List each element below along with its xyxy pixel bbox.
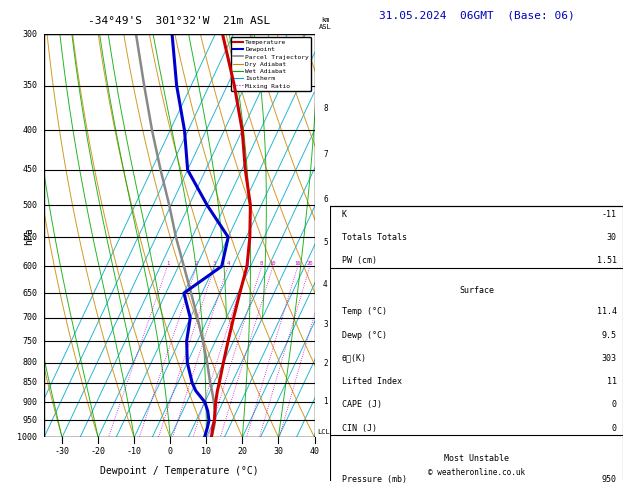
Text: 550: 550 — [22, 233, 37, 242]
Text: Pressure (mb): Pressure (mb) — [342, 475, 407, 484]
Text: 1.51: 1.51 — [597, 256, 617, 265]
Text: kt: kt — [348, 47, 358, 56]
Text: 16: 16 — [294, 261, 301, 266]
Text: 700: 700 — [22, 313, 37, 322]
Text: -30: -30 — [55, 448, 70, 456]
Text: -20: -20 — [91, 448, 106, 456]
Text: 1: 1 — [323, 397, 328, 406]
Text: 6: 6 — [323, 194, 328, 204]
Text: 350: 350 — [22, 81, 37, 90]
Legend: Temperature, Dewpoint, Parcel Trajectory, Dry Adiabat, Wet Adiabat, Isotherm, Mi: Temperature, Dewpoint, Parcel Trajectory… — [231, 37, 311, 91]
Text: km
ASL: km ASL — [319, 17, 331, 30]
Text: 2: 2 — [195, 261, 198, 266]
Text: 20: 20 — [237, 448, 247, 456]
Text: PW (cm): PW (cm) — [342, 256, 377, 265]
Text: 10: 10 — [270, 261, 276, 266]
Text: LCL: LCL — [317, 429, 330, 435]
Text: 8: 8 — [323, 104, 328, 113]
Text: K: K — [342, 209, 347, 219]
Text: -11: -11 — [602, 209, 617, 219]
Text: 600: 600 — [22, 262, 37, 271]
Text: 1: 1 — [166, 261, 169, 266]
Text: 4: 4 — [226, 261, 230, 266]
Text: 750: 750 — [22, 336, 37, 346]
Text: 950: 950 — [22, 416, 37, 425]
Text: 650: 650 — [22, 289, 37, 297]
Text: -10: -10 — [126, 448, 142, 456]
Text: 5: 5 — [323, 238, 328, 247]
Text: 500: 500 — [22, 201, 37, 209]
Text: CIN (J): CIN (J) — [342, 424, 377, 433]
Text: 2: 2 — [323, 359, 328, 368]
Text: 300: 300 — [22, 30, 37, 38]
Text: 303: 303 — [602, 354, 617, 363]
Text: CAPE (J): CAPE (J) — [342, 400, 382, 409]
Text: 10: 10 — [382, 83, 389, 87]
Text: 8: 8 — [260, 261, 264, 266]
Text: 9.5: 9.5 — [602, 330, 617, 340]
Text: 3: 3 — [213, 261, 216, 266]
Text: Temp (°C): Temp (°C) — [342, 307, 387, 316]
Text: 800: 800 — [22, 358, 37, 367]
Text: -34°49'S  301°32'W  21m ASL: -34°49'S 301°32'W 21m ASL — [88, 16, 270, 26]
Text: Most Unstable: Most Unstable — [444, 454, 509, 463]
Text: 900: 900 — [22, 398, 37, 407]
Text: 4: 4 — [323, 279, 328, 289]
Text: 6: 6 — [246, 261, 249, 266]
Text: 5: 5 — [364, 99, 367, 104]
Text: 400: 400 — [22, 126, 37, 135]
Text: hPa: hPa — [24, 227, 34, 244]
Text: 30: 30 — [274, 448, 284, 456]
Text: Lifted Index: Lifted Index — [342, 377, 402, 386]
Text: 1000: 1000 — [17, 433, 37, 442]
Text: θᴇ(K): θᴇ(K) — [342, 354, 367, 363]
Text: 40: 40 — [309, 448, 320, 456]
Text: Mixing Ratio (g/kg): Mixing Ratio (g/kg) — [355, 195, 361, 276]
Text: 10: 10 — [201, 448, 211, 456]
Text: 3: 3 — [323, 320, 328, 329]
Text: Totals Totals: Totals Totals — [342, 233, 407, 242]
Text: 0: 0 — [168, 448, 173, 456]
Text: © weatheronline.co.uk: © weatheronline.co.uk — [428, 468, 525, 477]
Text: 3: 3 — [387, 121, 390, 126]
Text: 11: 11 — [607, 377, 617, 386]
Text: 0: 0 — [612, 400, 617, 409]
Text: 30: 30 — [607, 233, 617, 242]
Text: 31.05.2024  06GMT  (Base: 06): 31.05.2024 06GMT (Base: 06) — [379, 11, 574, 20]
Text: Dewp (°C): Dewp (°C) — [342, 330, 387, 340]
Text: Dewpoint / Temperature (°C): Dewpoint / Temperature (°C) — [100, 466, 259, 476]
Text: 11.4: 11.4 — [597, 307, 617, 316]
Text: Surface: Surface — [459, 286, 494, 295]
Text: 950: 950 — [602, 475, 617, 484]
Text: 450: 450 — [22, 165, 37, 174]
Text: 850: 850 — [22, 379, 37, 387]
Text: 20: 20 — [306, 261, 313, 266]
Text: 7: 7 — [323, 150, 328, 159]
Text: 0: 0 — [612, 424, 617, 433]
